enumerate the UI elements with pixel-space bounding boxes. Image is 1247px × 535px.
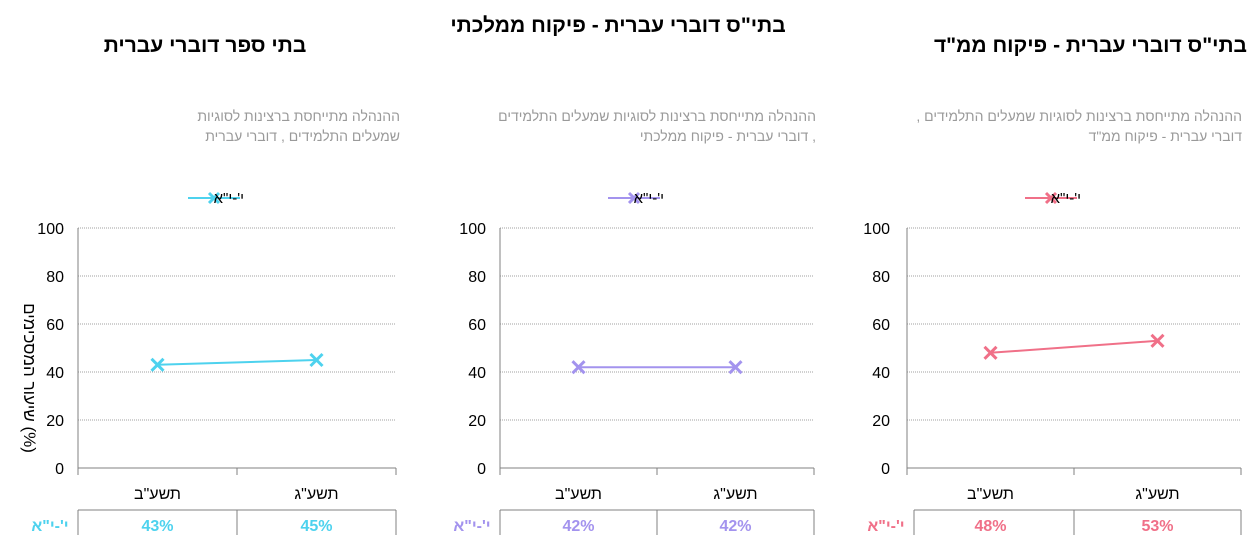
- data-label: 42%: [719, 518, 751, 535]
- y-tick-label: 60: [46, 317, 64, 334]
- chart-svg: 0 20 40 60 80 100 תשע"ב תשע"ג שיעור המסכימים (%)…: [20, 190, 397, 535]
- y-tick-label: 80: [46, 269, 64, 286]
- x-tick-label: תשע"ג: [713, 486, 757, 503]
- y-tick-label: 80: [468, 269, 486, 286]
- y-tick-label: 0: [881, 461, 890, 478]
- chart-title: בתי"ס דוברי עברית - פיקוח ממ"ד: [933, 34, 1247, 57]
- table-row-label: י'-י"א: [453, 518, 490, 535]
- chart-panel-1: בתי ספר דוברי עברית ההנהלה מתייחסת ברצינ…: [0, 0, 410, 535]
- y-tick-label: 60: [872, 317, 890, 334]
- y-tick-label: 60: [468, 317, 486, 334]
- data-label: 53%: [1141, 518, 1173, 535]
- y-tick-label: 0: [55, 461, 64, 478]
- legend-label: י'-י"א: [214, 190, 244, 207]
- chart-panel-2: בתי"ס דוברי עברית - פיקוח ממלכתי ההנהלה …: [418, 0, 828, 535]
- y-tick-label: 20: [872, 413, 890, 430]
- y-axis-title: שיעור המסכימים (%): [20, 303, 39, 453]
- chart-title: בתי ספר דוברי עברית: [103, 34, 307, 57]
- legend-label: י'-י"א: [1051, 190, 1081, 207]
- series-line: [157, 359, 317, 366]
- chart-svg: 0 20 40 60 80 100 תשע"ב תשע"ג י'-י"א י'-י"א 42% 42%: [453, 190, 815, 535]
- x-tick-label: תשע"ג: [1135, 486, 1179, 503]
- data-point: [150, 357, 165, 372]
- x-tick-label: תשע"ב: [134, 486, 181, 503]
- y-tick-label: 80: [872, 269, 890, 286]
- legend-marker: [207, 191, 221, 205]
- y-tick-label: 0: [477, 461, 486, 478]
- data-point: [309, 352, 324, 368]
- y-tick-label: 100: [459, 221, 486, 238]
- y-tick-label: 40: [872, 365, 890, 382]
- x-tick-label: תשע"ב: [967, 486, 1014, 503]
- y-tick-label: 40: [468, 365, 486, 382]
- chart-panel-3: בתי"ס דוברי עברית - פיקוח ממ"ד ההנהלה מת…: [834, 0, 1247, 535]
- y-tick-label: 20: [46, 413, 64, 430]
- data-point: [571, 360, 586, 375]
- legend-marker: [627, 191, 641, 205]
- legend: י'-י"א: [1025, 190, 1081, 207]
- y-tick-label: 40: [46, 365, 64, 382]
- y-tick-label: 100: [863, 221, 890, 238]
- data-label: 45%: [300, 518, 332, 535]
- chart-subtitle: ההנהלה מתייחסת ברצינות לסוגיות שמעלים הת…: [498, 108, 816, 144]
- legend: י'-י"א: [188, 190, 244, 207]
- x-tick-label: תשע"ג: [294, 486, 338, 503]
- chart-title: בתי"ס דוברי עברית - פיקוח ממלכתי: [450, 14, 786, 37]
- table-row-label: י'-י"א: [867, 518, 904, 535]
- data-label: 42%: [562, 518, 594, 535]
- series-line: [990, 339, 1158, 354]
- chart-svg: 0 20 40 60 80 100 תשע"ב תשע"ג י'-י"א י'-י"א 48% 53%: [863, 190, 1242, 535]
- chart-subtitle: ההנהלה מתייחסת ברצינות לסוגיות שמעלים הת…: [916, 108, 1242, 144]
- data-point: [728, 360, 743, 375]
- table-row-label: י'-י"א: [31, 518, 68, 535]
- data-point: [983, 345, 998, 360]
- x-tick-label: תשע"ב: [555, 486, 602, 503]
- data-point: [1150, 333, 1165, 348]
- legend-marker: [1044, 191, 1058, 205]
- data-label: 43%: [141, 518, 173, 535]
- chart-subtitle: ההנהלה מתייחסת ברצינות לסוגיות שמעלים הת…: [197, 108, 400, 144]
- y-tick-label: 100: [37, 221, 64, 238]
- data-label: 48%: [974, 518, 1006, 535]
- legend-label: י'-י"א: [634, 190, 664, 207]
- y-tick-label: 20: [468, 413, 486, 430]
- legend: י'-י"א: [608, 190, 664, 207]
